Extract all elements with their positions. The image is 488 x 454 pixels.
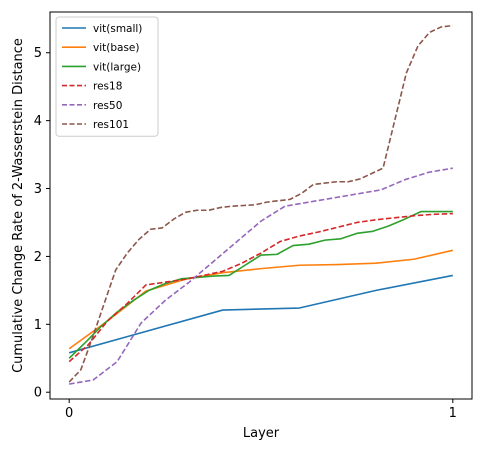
legend-label: vit(large) [93,61,141,73]
series-line-6 [68,24,453,383]
x-tick-label: 1 [449,406,457,421]
y-axis-label: Cumulative Change Rate of 2-Wasserstein … [11,38,26,373]
legend-label: res101 [93,119,129,131]
x-axis-label: Layer [243,426,280,441]
series-line-3 [68,210,453,359]
y-tick-label: 3 [34,182,42,197]
series-layer [68,24,453,385]
series-line-4 [68,212,453,363]
x-tick-label: 0 [65,406,73,421]
y-tick-label: 5 [34,46,42,61]
series-line-1 [68,274,453,354]
ticks-layer: 0 1 0 1 2 3 4 5 [34,46,457,421]
plot-frame [49,11,473,400]
y-tick-label: 1 [34,318,42,333]
legend: vit(small) vit(base) vit(large) res18 res50 r… [55,16,159,137]
legend-label: res18 [93,81,122,93]
y-tick-label: 2 [34,250,42,265]
series-line-5 [69,167,453,385]
legend-label: res50 [93,100,122,112]
y-tick-label: 4 [34,114,42,129]
y-tick-label: 0 [34,386,42,401]
legend-label: vit(small) [93,23,142,35]
legend-label: vit(base) [93,42,139,54]
